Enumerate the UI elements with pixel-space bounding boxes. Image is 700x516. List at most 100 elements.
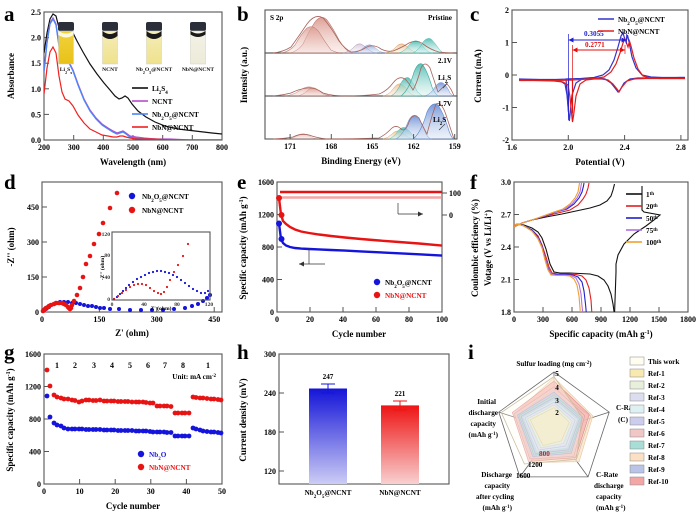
panel-i-axis-crate-cap-0: C-Rate [596,471,618,479]
panel-d-inset-xtick-0: 0 [111,302,114,308]
panel-e-ytick-2: 800 [262,243,274,252]
panel-d-inset: -Z'' (ohm) Z' (ohm) 0 40 80 120 0 40 80 … [99,231,214,312]
panel-a-legend: Li2S4 NCNT Nb2O5@NCNT NbN@NCNT [132,85,199,132]
panel-c-xtick-3: 2.8 [676,143,686,152]
panel-c-annot-value-1: 0.2771 [585,41,605,49]
panel-f-ytick-1: 2.1 [501,276,511,285]
panel-i-label: i [468,340,474,364]
panel-g-legend-1: NbN@NCNT [149,464,191,472]
panel-g-rate-1: 2 [73,361,77,370]
panel-c-ytick-0: -2 [502,136,509,145]
panel-h-ytick-3: 300 [264,350,276,359]
panel-b-row-21v: 2.1V Li2S [272,57,455,97]
panel-i-axis-after-0: Discharge [481,471,512,479]
panel-h-bar-nb2o5: 247 [309,373,347,484]
panel-a-xtick-0: 200 [38,143,50,152]
panel-a-ytick-3: 1.5 [31,59,41,68]
panel-c-xtick-2: 2.4 [620,143,630,152]
panel-d-legend-0: Nb2O5@NCNT [142,193,189,204]
panel-d-xaxis-label: Z' (ohm) [115,328,149,338]
vial-nbn [190,22,206,65]
panel-d-ytick-0: 0 [35,308,39,317]
panel-i-legend-8: Ref-8 [648,454,665,462]
panel-h-label: h [237,340,249,364]
panel-a-label: a [4,2,15,26]
panel-d-ytick-3: 450 [27,203,39,212]
panel-i-rtick-1: 4 [555,384,559,392]
panel-g-xtick-5: 50 [218,487,226,496]
panel-f-ytick-0: 1.8 [501,308,511,317]
panel-d-inset-ytick-3: 120 [102,232,111,238]
panel-f-legend-3: 75th [646,227,658,235]
panel-a-xtick-5: 700 [186,143,198,152]
panel-b-row-pristine: S 2p Pristine [270,14,454,54]
panel-g-xtick-2: 20 [111,487,119,496]
panel-a-legend-2: Nb2O5@NCNT [152,111,199,122]
panel-e-chart: 0 400 800 1200 1600 0 20 40 60 80 100 Cy… [238,178,461,339]
panel-f-xaxis-label: Specific capacity (mAh g-1) [549,329,652,339]
panel-g-series-nbn [44,367,224,416]
panel-f-ytick-3: 2.7 [501,211,511,220]
panel-f-ytick-2: 2.4 [501,243,511,252]
vial-li2sx [58,22,74,65]
panel-b-xtick-3: 162 [408,142,420,151]
panel-g-unit-note: Unit: mA cm-2 [172,373,216,381]
panel-a-vial-photos: Li2Sx NCNT Nb2O5@NCNT NbN@NCNT [58,22,214,75]
vial-ncnt [102,22,118,65]
panel-i-legend: This work Ref-1 Ref-2 Ref-3 Ref-4 Ref-5 … [629,356,679,486]
panel-g-ytick-2: 800 [29,415,41,424]
panel-d-chart: 0 150 300 450 0 150 300 450 Z' (ohm) -Z'… [6,181,223,338]
panel-b-xtick-2: 165 [366,142,378,151]
panel-h-bar-nbn: 221 [381,390,419,484]
panel-h-chart: 120 180 240 300 Current density (mV) 247… [238,350,450,500]
panel-a-xtick-2: 400 [97,143,109,152]
panel-e-yaxis-label: Specific capacity (mAh g-1) [238,196,248,299]
panel-d-xtick-3: 450 [208,315,220,324]
panel-i-axis-initial-2: capacity [470,420,496,428]
panel-a-ytick-2: 1.0 [31,85,41,94]
panel-b-orbital-label: S 2p [270,14,283,22]
panel-e: e 0 400 800 1200 1600 0 20 40 60 80 100 [233,172,466,344]
panel-h-category-0: Nb2O5@NCNT [305,489,352,500]
panel-i-axis-initial-1: discharge [468,409,498,417]
panel-d-inset-yaxis-label: -Z'' (ohm) [99,256,106,281]
panel-f-legend-0: 1th [646,191,654,199]
panel-g-ytick-3: 1200 [25,383,41,392]
panel-d-xtick-1: 150 [93,315,105,324]
panel-f-label: f [470,170,477,194]
panel-g-rate-8: 1 [206,361,210,370]
panel-e-markers [276,195,285,242]
panel-g-xtick-0: 0 [42,487,46,496]
panel-g-ytick-0: 0 [37,480,41,489]
panel-i-axis-initial-3: (mAh g-1) [468,431,498,439]
vial-label-3: NbN@NCNT [182,67,215,73]
panel-b-xtick-0: 171 [284,142,296,151]
panel-i-rtick-0: 5 [555,370,559,378]
panel-d-xtick-0: 0 [40,315,44,324]
panel-i-axis-sulfur: Sulfur loading (mg cm-2) [516,360,592,368]
panel-d-inset-series-nb2o5 [112,269,210,301]
panel-i-legend-10: Ref-10 [648,478,669,486]
panel-d-series-nbn [40,190,120,314]
panel-e-ytick-0: 0 [270,308,274,317]
vial-label-0: Li2Sx [60,67,72,75]
panel-a-chart: 0.0 0.5 1.0 1.5 2.0 2.5 200 300 400 500 … [6,8,228,167]
panel-i-legend-0: This work [648,358,679,366]
panel-b-label: b [237,2,249,26]
panel-g-legend: Nb2O5@NCNT NbN@NCNT [137,450,191,472]
panel-d-ytick-1: 150 [27,273,39,282]
panel-g-chart: 0 400 800 1200 1600 0 10 20 30 40 50 Cyc… [5,350,226,511]
panel-e-axis-arrows [299,203,423,267]
panel-e-xtick-1: 20 [306,315,314,324]
vial-nb2o5 [146,22,162,65]
vial-label-2: Nb2O5@NCNT [136,67,173,75]
panel-e-xtick-4: 80 [405,315,413,324]
panel-d-label: d [4,170,16,194]
panel-f-xtick-2: 600 [566,315,578,324]
panel-h-ytick-2: 240 [264,389,276,398]
panel-e-xtick-3: 60 [372,315,380,324]
panel-i-axis-initial-0: Initial [477,398,496,406]
panel-a-xtick-6: 800 [216,143,228,152]
panel-d-inset-xtick-3: 120 [205,302,214,308]
